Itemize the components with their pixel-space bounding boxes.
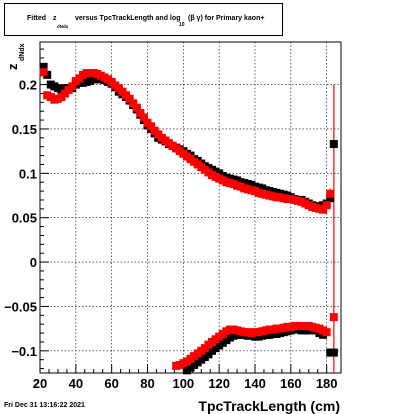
y-axis-title-subscript: dNdx — [19, 43, 26, 61]
red-data-point — [39, 68, 48, 77]
black-data-point — [329, 140, 338, 149]
x-tick-label: 120 — [208, 376, 230, 391]
y-tick-label: −0.1 — [11, 344, 37, 359]
red-data-point — [68, 82, 77, 91]
title-prefix: Fitted — [27, 15, 47, 22]
title-versus: versus TpcTrackLength and log — [75, 15, 181, 22]
red-data-point — [129, 99, 138, 108]
y-tick-label: 0 — [30, 255, 37, 270]
red-data-point — [132, 103, 141, 112]
red-data-point — [136, 108, 145, 117]
black-data-point — [39, 62, 48, 71]
error-bars — [329, 84, 335, 373]
red-data-point — [322, 328, 331, 337]
x-tick-label: 40 — [69, 376, 83, 391]
axis-ticks — [39, 48, 328, 373]
x-tick-label: 140 — [244, 376, 266, 391]
red-data-point — [147, 122, 156, 131]
red-data-point — [326, 189, 335, 198]
y-tick-label: 0.2 — [19, 78, 37, 93]
title-z-subscript: dNdx — [57, 24, 69, 29]
chart-title-box: Fitted z dNdx versus TpcTrackLength and … — [4, 3, 283, 36]
x-tick-label: 80 — [140, 376, 154, 391]
x-tick-label: 100 — [172, 376, 194, 391]
red-data-point — [319, 205, 328, 214]
y-tick-labels: −0.1 −0.05 0 0.05 0.1 0.15 0.2 — [4, 78, 37, 359]
black-data-point — [326, 194, 335, 203]
timestamp: Fri Dec 31 13:16:22 2021 — [4, 402, 85, 409]
x-tick-labels: 20 40 60 80 100 120 140 160 180 — [33, 376, 338, 391]
black-data-point — [329, 348, 338, 357]
y-tick-label: 0.15 — [12, 122, 37, 137]
x-tick-label: 160 — [280, 376, 302, 391]
y-tick-label: 0.05 — [12, 211, 37, 226]
x-tick-label: 180 — [316, 376, 338, 391]
red-data-point — [125, 94, 134, 103]
y-tick-label: −0.05 — [4, 299, 37, 314]
title-tail: (β γ) for Primary kaon+ — [188, 15, 265, 22]
y-axis-title: z dNdx — [5, 43, 26, 70]
x-tick-label: 20 — [33, 376, 47, 391]
red-data-point — [322, 201, 331, 210]
red-data-point — [329, 313, 338, 322]
red-data-point — [139, 113, 148, 122]
y-axis-title-z: z — [5, 63, 20, 70]
x-tick-label: 60 — [104, 376, 118, 391]
title-log-subscript: 10 — [179, 22, 185, 28]
data-points — [39, 62, 338, 375]
y-tick-label: 0.1 — [19, 166, 37, 181]
title-z: z — [53, 15, 57, 22]
x-axis-title: TpcTrackLength (cm) — [198, 398, 340, 414]
